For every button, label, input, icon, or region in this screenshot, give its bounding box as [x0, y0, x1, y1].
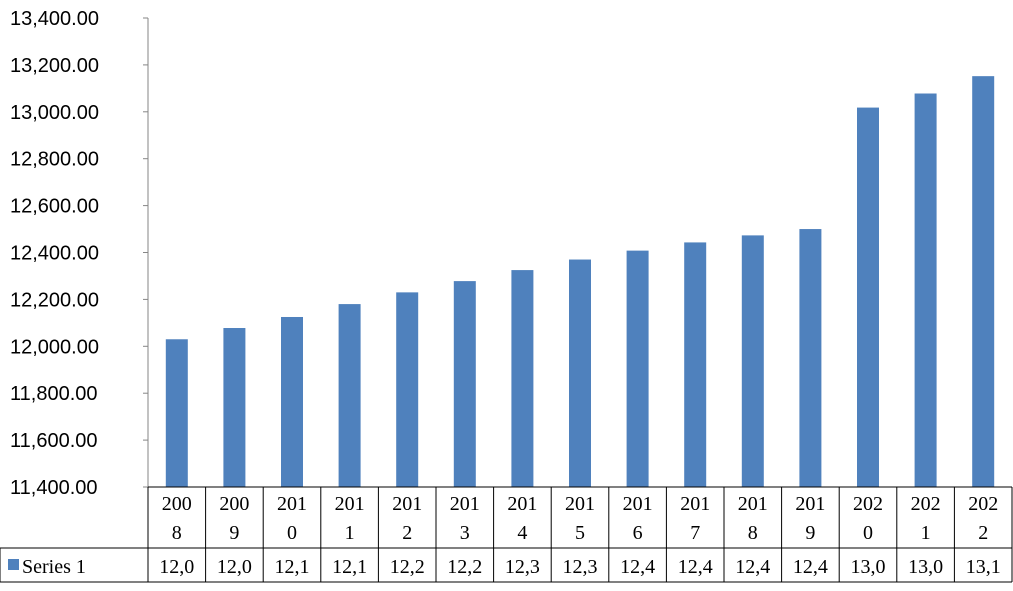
category-label: 2: [978, 522, 988, 544]
bar: [223, 328, 246, 487]
data-table-value: 12,4: [793, 556, 828, 578]
bar: [453, 281, 476, 487]
data-table-value: 12,0: [159, 556, 194, 578]
category-label: 201: [795, 493, 825, 515]
category-label: 200: [162, 493, 192, 515]
data-table-value: 12,2: [447, 556, 482, 578]
category-label: 0: [287, 522, 297, 544]
bar: [511, 270, 534, 487]
category-label: 202: [911, 493, 941, 515]
y-tick-label: 11,400.00: [10, 477, 98, 499]
bar: [569, 259, 591, 487]
data-table-value: 12,4: [620, 556, 655, 578]
bar: [914, 93, 937, 487]
category-label: 8: [748, 522, 758, 544]
category-label: 201: [507, 493, 537, 515]
category-label: 6: [633, 522, 643, 544]
category-label: 9: [805, 522, 815, 544]
legend-key: [8, 559, 19, 570]
data-table-value: 12,3: [563, 556, 598, 578]
y-tick-label: 12,400.00: [10, 243, 99, 265]
category-label: 1: [921, 522, 931, 544]
bar: [338, 304, 361, 487]
bar: [799, 229, 822, 488]
data-table-value: 13,0: [908, 556, 943, 578]
data-table-value: 12,2: [390, 556, 425, 578]
category-label: 202: [853, 493, 883, 515]
bar: [281, 316, 303, 487]
bar: [741, 235, 764, 487]
category-label: 201: [450, 493, 480, 515]
y-tick-label: 12,600.00: [10, 196, 99, 218]
category-label: 201: [335, 493, 365, 515]
category-label: 201: [680, 493, 710, 515]
category-label: 2: [402, 522, 412, 544]
bar: [396, 292, 419, 487]
data-table-value: 12,4: [678, 556, 713, 578]
category-label: 9: [229, 522, 239, 544]
bars: [165, 76, 995, 488]
bar: [972, 76, 995, 487]
data-table-value: 12,1: [332, 556, 367, 578]
category-label: 201: [623, 493, 653, 515]
category-label: 201: [565, 493, 595, 515]
category-label: 3: [460, 522, 470, 544]
category-label: 200: [219, 493, 249, 515]
legend-series-name: Series 1: [22, 556, 86, 578]
category-label: 201: [277, 493, 307, 515]
y-tick-label: 12,000.00: [10, 336, 99, 358]
data-table-value: 13,0: [851, 556, 886, 578]
category-label: 8: [172, 522, 182, 544]
y-axis: 11,400.00 11,600.00 11,800.00 12,000.00 12,2…: [10, 8, 149, 499]
bar: [857, 107, 879, 487]
category-label: 202: [968, 493, 998, 515]
data-table-value: 12,0: [217, 556, 252, 578]
data-table: 2008200920102011201220132014201520162017…: [0, 486, 1013, 583]
bar: [165, 339, 188, 487]
y-tick-label: 12,200.00: [10, 289, 99, 311]
data-table-value: 12,3: [505, 556, 540, 578]
y-tick-label: 13,200.00: [10, 55, 99, 77]
category-label: 4: [517, 522, 527, 544]
data-table-value: 13,1: [966, 556, 1001, 578]
category-label: 201: [392, 493, 422, 515]
data-table-value: 12,1: [275, 556, 310, 578]
y-tick-label: 11,800.00: [10, 383, 98, 405]
category-label: 201: [738, 493, 768, 515]
category-label: 1: [345, 522, 355, 544]
bar: [684, 242, 707, 487]
y-tick-label: 13,400.00: [10, 8, 99, 30]
bar: [626, 250, 649, 487]
data-table-value: 12,4: [735, 556, 770, 578]
y-tick-label: 11,600.00: [10, 430, 98, 452]
category-label: 5: [575, 522, 585, 544]
category-label: 0: [863, 522, 873, 544]
y-tick-label: 12,800.00: [10, 149, 99, 171]
y-tick-label: 13,000.00: [10, 102, 99, 124]
category-label: 7: [690, 522, 700, 544]
